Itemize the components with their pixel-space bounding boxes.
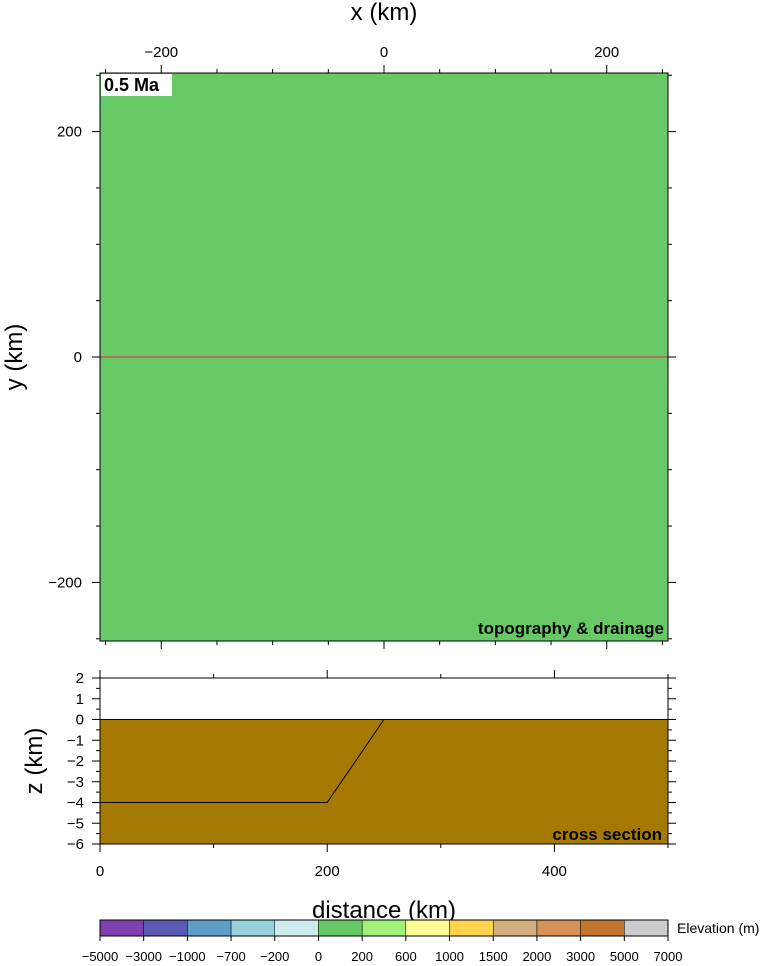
colorbar-cell [405, 919, 450, 937]
section-y-tick-label: 0 [76, 712, 84, 729]
colorbar-tick-label: 1500 [479, 949, 508, 964]
map-x-tick-label: 200 [594, 44, 619, 61]
colorbar-cell [624, 919, 669, 937]
colorbar-tick-label: −1000 [169, 949, 206, 964]
map-x-ticks: −200 0 200 [105, 44, 663, 649]
map-x-tick-label: −200 [144, 44, 178, 61]
section-y-tick-label: −3 [67, 774, 84, 791]
colorbar-tick-label: 7000 [654, 949, 683, 964]
section-y-tick-label: −4 [67, 795, 84, 812]
section-y-tick-label: −2 [67, 753, 84, 770]
colorbar: −5000 −3000 −1000 −700 −200 0 200 600 1000 1500 20… [82, 919, 759, 964]
time-label: 0.5 Ma [104, 75, 160, 95]
section-y-axis-label: z (km) [21, 728, 48, 795]
colorbar-cell [274, 919, 319, 937]
section-y-tick-label: 2 [76, 670, 84, 687]
colorbar-tick-label: −5000 [82, 949, 119, 964]
section-fill [100, 719, 668, 844]
colorbar-tick-label: 5000 [610, 949, 639, 964]
section-x-ticks: 0 200 400 [96, 670, 669, 880]
map-y-tick-label: −200 [48, 574, 82, 591]
colorbar-tick-label: 600 [395, 949, 417, 964]
colorbar-tick-label: 2000 [522, 949, 551, 964]
colorbar-cell [361, 919, 407, 937]
colorbar-tick-label: −700 [216, 949, 245, 964]
colorbar-cell [492, 919, 538, 937]
colorbar-cells [99, 919, 669, 937]
map-x-axis-label: x (km) [351, 0, 418, 26]
colorbar-cell [318, 919, 363, 937]
colorbar-tick-label: −200 [260, 949, 289, 964]
section-x-tick-label: 0 [96, 863, 104, 880]
colorbar-cell [580, 919, 625, 937]
colorbar-tick-label: 3000 [566, 949, 595, 964]
section-panel-label: cross section [552, 825, 662, 844]
map-x-tick-label: 0 [380, 44, 388, 61]
time-label-box [101, 74, 172, 96]
map-y-axis-label: y (km) [1, 324, 28, 391]
section-y-tick-label: −6 [67, 836, 84, 853]
colorbar-cell [449, 919, 494, 937]
section-x-tick-label: 400 [542, 863, 567, 880]
colorbar-cell [187, 919, 232, 937]
section-y-ticks: 2 1 0 −1 −2 −3 −4 −5 −6 [67, 670, 676, 853]
colorbar-tick-label: −3000 [125, 949, 162, 964]
colorbar-ticks: −5000 −3000 −1000 −700 −200 0 200 600 1000 1500 20… [82, 936, 683, 964]
map-panel-label: topography & drainage [478, 619, 664, 638]
colorbar-frame [99, 919, 669, 937]
colorbar-tick-label: 0 [315, 949, 322, 964]
colorbar-label: Elevation (m) [677, 920, 759, 936]
colorbar-tick-label: 200 [351, 949, 373, 964]
colorbar-cell [536, 919, 581, 937]
section-y-tick-label: −5 [67, 815, 84, 832]
section-y-tick-label: −1 [67, 732, 84, 749]
map-panel: −200 0 200 −200 0 200 x (km) y (km) 0.5 Ma t… [1, 0, 676, 649]
map-y-tick-label: 0 [74, 349, 82, 366]
section-x-tick-label: 200 [315, 863, 340, 880]
map-y-tick-label: 200 [57, 124, 82, 141]
colorbar-cell [230, 919, 276, 937]
map-y-ticks: −200 0 200 [48, 74, 676, 640]
colorbar-cell [99, 919, 144, 937]
colorbar-cell [143, 919, 188, 937]
section-y-tick-label: 1 [76, 691, 84, 708]
section-panel: 0 200 400 210−1−2−3−4−5−6 distance (km) z … [21, 670, 676, 924]
colorbar-tick-label: 1000 [435, 949, 464, 964]
